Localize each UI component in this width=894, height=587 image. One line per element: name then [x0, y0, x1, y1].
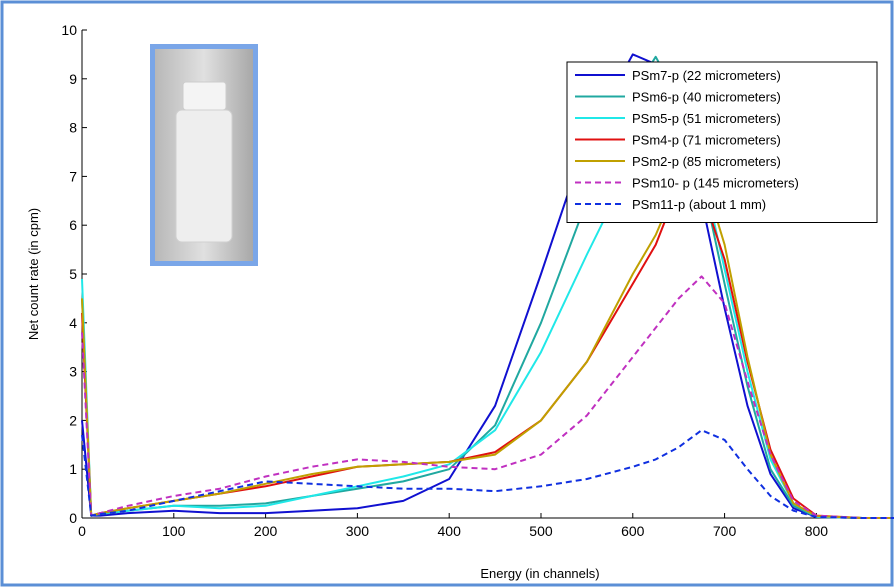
x-tick-label: 800	[805, 523, 829, 539]
x-tick-label: 500	[529, 523, 553, 539]
bottle-body	[175, 109, 233, 243]
y-tick-label: 2	[69, 412, 77, 428]
x-tick-label: 0	[78, 523, 86, 539]
y-tick-label: 10	[61, 22, 77, 38]
y-tick-label: 4	[69, 315, 77, 331]
legend-label: PSm11-p (about 1 mm)	[632, 197, 766, 212]
series-line	[81, 429, 894, 519]
bottle-cap	[182, 81, 227, 111]
x-tick-label: 200	[254, 523, 278, 539]
legend-label: PSm4-p (71 micrometers)	[632, 133, 781, 148]
y-tick-label: 5	[69, 266, 77, 282]
x-tick-label: 600	[621, 523, 645, 539]
legend-label: PSm2-p (85 micrometers)	[632, 154, 781, 169]
x-tick-label: 300	[346, 523, 370, 539]
series-line	[81, 168, 894, 519]
legend-label: PSm5-p (51 micrometers)	[632, 111, 781, 126]
y-tick-label: 7	[69, 168, 77, 184]
y-tick-label: 9	[69, 71, 77, 87]
y-tick-label: 8	[69, 120, 77, 136]
y-tick-label: 0	[69, 510, 77, 526]
inset-photo	[150, 44, 258, 266]
series-line	[81, 275, 894, 519]
x-tick-label: 400	[438, 523, 462, 539]
x-tick-label: 700	[713, 523, 737, 539]
x-tick-label: 100	[162, 523, 186, 539]
legend-label: PSm10- p (145 micrometers)	[632, 176, 799, 191]
legend-label: PSm7-p (22 micrometers)	[632, 68, 781, 83]
legend-label: PSm6-p (40 micrometers)	[632, 90, 781, 105]
y-tick-label: 1	[69, 461, 77, 477]
legend-box	[566, 61, 878, 223]
legend: PSm7-p (22 micrometers) PSm6-p (40 microm…	[566, 61, 878, 223]
y-tick-label: 6	[69, 217, 77, 233]
y-axis-label: Net count rate (in cpm)	[26, 208, 41, 340]
x-axis-label: Energy (in channels)	[480, 566, 599, 581]
y-tick-label: 3	[69, 364, 77, 380]
